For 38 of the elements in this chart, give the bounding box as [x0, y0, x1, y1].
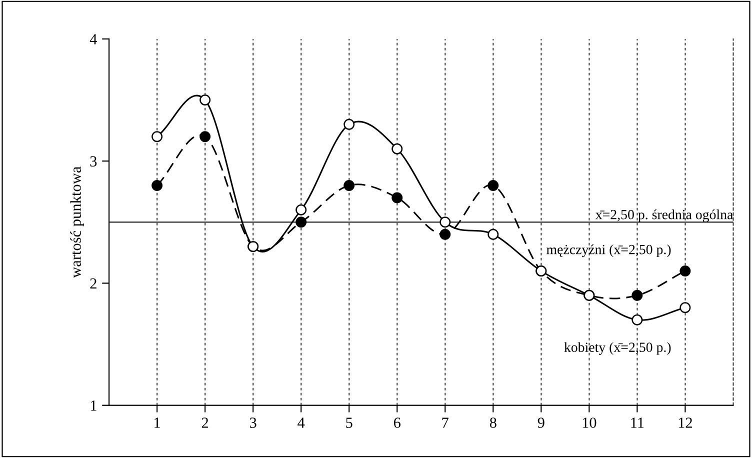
- point: [152, 180, 163, 191]
- point: [344, 118, 355, 130]
- point: [680, 302, 691, 314]
- point: [392, 143, 403, 154]
- point: [440, 228, 451, 240]
- point: [680, 265, 691, 276]
- x-tick-label: 9: [538, 418, 544, 428]
- x-tick-label: 10: [582, 418, 596, 428]
- x-tick-label: 1: [154, 418, 160, 428]
- point: [488, 180, 499, 191]
- point: [296, 204, 307, 216]
- point: [488, 228, 499, 240]
- y-tick-label: 2: [90, 278, 96, 288]
- point: [440, 216, 451, 228]
- x-tick-label: 8: [490, 418, 496, 428]
- y-tick-label: 3: [90, 156, 97, 167]
- point: [392, 192, 403, 204]
- point: [632, 314, 643, 326]
- point: [296, 216, 307, 228]
- point: [200, 94, 211, 106]
- point: [152, 131, 163, 142]
- x-tick-label: 11: [631, 418, 644, 428]
- ref-line-label: x̄=2,50 p. średnia ogólna: [595, 209, 734, 222]
- series-label: mężczyźni (x̄=2,50 p.): [546, 244, 671, 258]
- y-axis-title: wartość punktowa: [70, 166, 84, 278]
- x-tick-label: 4: [298, 418, 305, 428]
- text: kobiety (x̄=2,50 p.): [564, 342, 671, 355]
- y-tick-label: 1: [90, 400, 96, 411]
- y-tick-label: 4: [90, 34, 97, 44]
- x-tick-label: 2: [202, 418, 208, 428]
- x-tick-label: 3: [250, 418, 256, 428]
- x-tick-label: 5: [346, 418, 352, 428]
- point: [632, 290, 643, 301]
- x-tick-label: 12: [678, 418, 692, 428]
- point: [200, 131, 211, 142]
- x-tick-label: 6: [394, 418, 400, 428]
- point: [344, 180, 355, 191]
- x-tick-label: 7: [442, 418, 449, 428]
